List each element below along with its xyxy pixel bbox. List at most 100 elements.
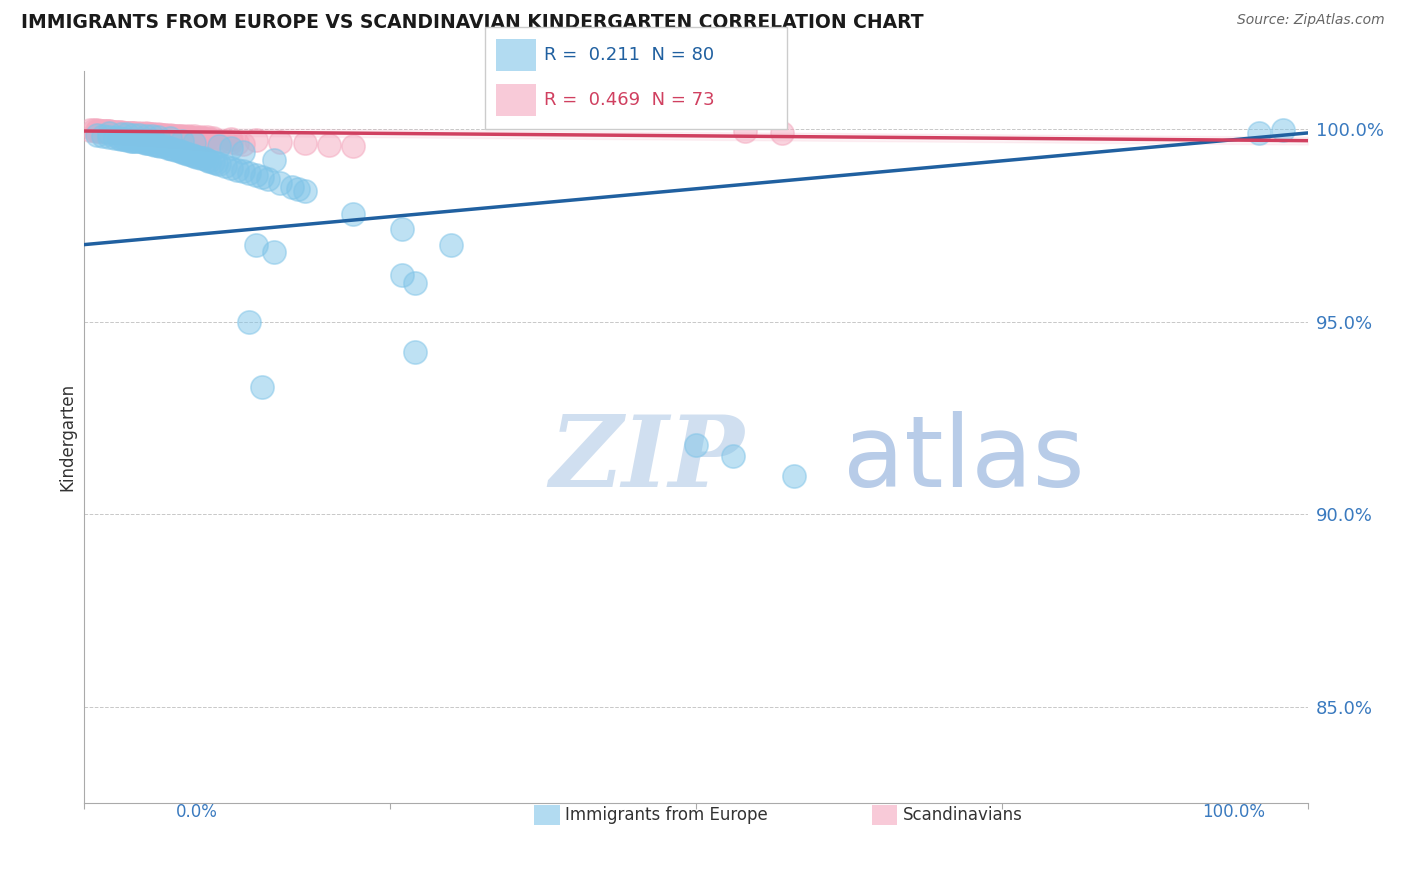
Point xyxy=(120,134,142,148)
Point xyxy=(193,152,215,166)
Point xyxy=(110,127,132,141)
Point xyxy=(96,124,118,138)
Point xyxy=(181,130,204,145)
Point xyxy=(190,151,212,165)
Point xyxy=(135,127,157,141)
Text: R =  0.469  N = 73: R = 0.469 N = 73 xyxy=(544,91,714,109)
Text: 0.0%: 0.0% xyxy=(176,803,218,821)
Point xyxy=(162,142,184,156)
Point xyxy=(110,132,132,146)
Point xyxy=(141,127,163,141)
Text: atlas: atlas xyxy=(842,410,1084,508)
Point xyxy=(120,126,142,140)
Point xyxy=(87,123,110,137)
Point xyxy=(1272,123,1295,137)
Point xyxy=(128,126,150,140)
Point xyxy=(132,135,155,149)
Point xyxy=(177,129,200,144)
Point xyxy=(100,125,122,139)
Point xyxy=(190,130,212,145)
Point xyxy=(770,126,793,140)
Point xyxy=(198,153,221,168)
Point xyxy=(135,136,157,150)
Point xyxy=(245,133,267,147)
Point xyxy=(734,124,756,138)
Point xyxy=(219,132,242,146)
Point xyxy=(91,124,114,138)
Point xyxy=(97,124,120,138)
Point xyxy=(136,128,159,142)
Point xyxy=(173,129,195,144)
Point xyxy=(245,237,267,252)
Point xyxy=(141,136,163,151)
Point xyxy=(232,136,254,151)
Point xyxy=(141,128,163,142)
Point xyxy=(97,126,120,140)
Point xyxy=(104,125,127,139)
Point xyxy=(125,127,148,141)
Text: Scandinavians: Scandinavians xyxy=(903,806,1022,824)
Point xyxy=(153,139,176,153)
Point xyxy=(226,162,249,177)
Point xyxy=(201,133,224,147)
Point xyxy=(391,222,413,236)
Point xyxy=(159,141,181,155)
Point xyxy=(107,131,129,145)
Point xyxy=(146,128,169,142)
Point xyxy=(250,380,273,394)
Point xyxy=(135,128,157,143)
Point xyxy=(404,345,426,359)
Point xyxy=(238,166,260,180)
Point xyxy=(165,143,187,157)
Point xyxy=(193,132,215,146)
Point xyxy=(195,153,218,167)
Point xyxy=(122,126,145,140)
Point xyxy=(122,134,145,148)
Point xyxy=(146,127,169,141)
Point xyxy=(143,137,166,152)
Point xyxy=(136,136,159,150)
Point xyxy=(391,268,413,283)
Point xyxy=(159,131,181,145)
Point xyxy=(143,128,166,142)
Point xyxy=(183,149,205,163)
Point xyxy=(281,179,304,194)
Point xyxy=(112,126,135,140)
Point xyxy=(1247,126,1270,140)
Point xyxy=(181,148,204,162)
Text: R =  0.211  N = 80: R = 0.211 N = 80 xyxy=(544,46,714,64)
Point xyxy=(195,130,218,145)
Point xyxy=(205,156,228,170)
Point xyxy=(110,125,132,139)
Point xyxy=(83,123,105,137)
Text: Source: ZipAtlas.com: Source: ZipAtlas.com xyxy=(1237,13,1385,28)
Point xyxy=(263,245,285,260)
Point xyxy=(287,182,309,196)
Point xyxy=(219,141,242,155)
Point xyxy=(115,128,138,142)
Point xyxy=(86,123,108,137)
Point xyxy=(115,126,138,140)
Point xyxy=(172,145,194,160)
Point xyxy=(122,128,145,142)
Point xyxy=(104,130,127,145)
Point xyxy=(342,139,364,153)
Point xyxy=(263,153,285,167)
Point xyxy=(122,126,145,140)
Point xyxy=(128,128,150,143)
Point xyxy=(165,128,187,143)
Point xyxy=(186,150,208,164)
Point xyxy=(294,184,316,198)
Point xyxy=(110,126,132,140)
Point xyxy=(214,135,236,149)
Point xyxy=(208,139,231,153)
Point xyxy=(238,315,260,329)
Point xyxy=(104,125,127,139)
Point xyxy=(107,125,129,139)
Point xyxy=(232,164,254,178)
Point xyxy=(294,136,316,151)
Point xyxy=(226,136,249,150)
Point xyxy=(97,129,120,144)
Point xyxy=(177,130,200,145)
Point xyxy=(97,124,120,138)
